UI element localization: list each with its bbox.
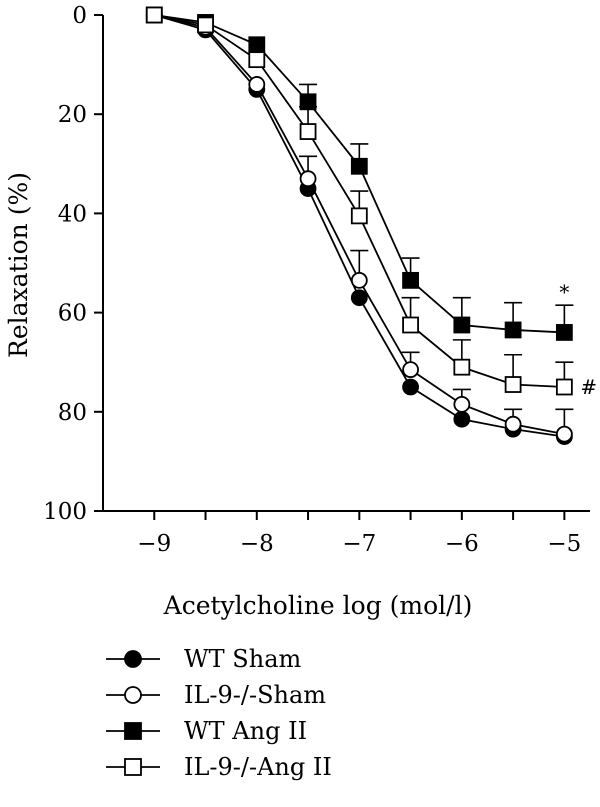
data-point — [402, 361, 419, 379]
x-tick-label: −5 — [547, 531, 581, 557]
data-point — [350, 289, 368, 307]
y-tick-label: 60 — [58, 301, 87, 327]
legend: WT Sham IL-9-/-Sham WT Ang II IL-9-/-Ang II — [106, 645, 332, 781]
significance-marker: * — [559, 280, 569, 304]
x-tick-label: −9 — [137, 531, 171, 557]
series-line — [154, 14, 565, 438]
x-axis-label: Acetylcholine log (mol/l) — [163, 591, 473, 620]
legend-item: WT Ang II — [106, 717, 307, 745]
data-point — [453, 410, 471, 428]
data-point — [197, 16, 214, 34]
legend-label: IL-9-/-Ang II — [184, 753, 332, 781]
legend-marker — [124, 758, 142, 776]
y-axis-label: Relaxation (%) — [4, 172, 33, 358]
legend-item: IL-9-/-Sham — [106, 681, 326, 709]
data-point — [402, 271, 419, 289]
legend-label: WT Ang II — [184, 717, 307, 745]
data-point — [453, 316, 471, 334]
data-point — [248, 36, 266, 54]
data-point — [299, 123, 317, 140]
data-point — [402, 316, 419, 334]
legend-marker — [124, 650, 142, 668]
legend-item: WT Sham — [106, 645, 302, 673]
y-tick-label: 40 — [58, 201, 87, 227]
data-point — [504, 321, 522, 339]
legend-marker — [124, 686, 142, 704]
significance-marker: # — [580, 375, 597, 399]
data-point — [555, 378, 573, 396]
series-line — [154, 14, 565, 436]
x-tick-label: −6 — [445, 531, 479, 557]
data-point — [248, 76, 266, 93]
data-point — [299, 170, 317, 188]
data-point — [504, 415, 522, 433]
legend-item: IL-9-/-Ang II — [106, 753, 332, 781]
series-layer: *# — [145, 6, 597, 446]
y-tick-label: 20 — [58, 102, 87, 128]
data-point — [350, 207, 368, 225]
x-tick-label: −8 — [240, 531, 274, 557]
x-tick-label: −7 — [342, 531, 376, 557]
data-point — [145, 6, 163, 24]
data-point — [555, 425, 573, 443]
data-point — [453, 358, 471, 376]
legend-marker — [124, 722, 142, 740]
data-point — [350, 271, 368, 289]
y-tick-label: 80 — [58, 400, 87, 426]
axes: 0 20 40 60 80 100 −9 −8 −7 −6 −5 — [43, 3, 590, 557]
data-point — [248, 51, 266, 69]
legend-label: IL-9-/-Sham — [184, 681, 326, 709]
data-point — [555, 324, 573, 341]
data-point — [402, 378, 419, 396]
data-point — [453, 395, 471, 413]
y-tick-label: 0 — [72, 3, 87, 29]
y-tick-label: 100 — [43, 499, 87, 525]
data-point — [504, 376, 522, 393]
data-point — [350, 157, 368, 175]
series-IL-9-/-Ang II — [145, 6, 574, 396]
legend-label: WT Sham — [184, 645, 302, 673]
